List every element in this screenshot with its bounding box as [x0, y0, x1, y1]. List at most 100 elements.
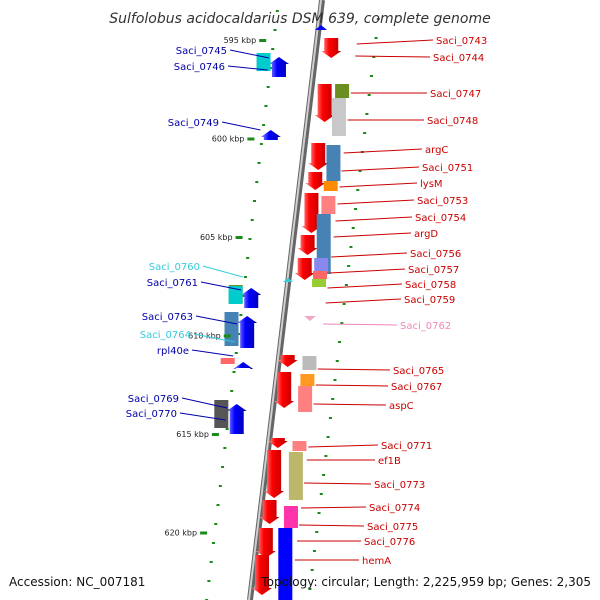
gc-dot — [257, 162, 261, 164]
scale-tick-mark — [259, 39, 267, 42]
gc-dot — [338, 341, 342, 343]
scale-tick-mark — [223, 334, 231, 338]
gene-label-saci_0763: Saci_0763 — [142, 312, 193, 323]
forward-cds-arrow — [301, 193, 322, 233]
scale-tick-label: 620 kbp — [164, 529, 197, 538]
gene-label-saci_0757: Saci_0757 — [408, 265, 459, 276]
gc-dot — [319, 493, 323, 495]
label-leader-line — [343, 148, 423, 154]
reverse-product-bar — [228, 286, 243, 304]
product-bar — [312, 279, 327, 287]
gc-dot — [221, 466, 225, 468]
product-bar — [298, 386, 313, 412]
forward-cds-arrow — [274, 372, 295, 408]
gene-label-saci_0753: Saci_0753 — [417, 196, 468, 207]
product-bar — [321, 196, 336, 214]
label-leader-line — [327, 283, 403, 289]
gene-label-saci_0760: Saci_0760 — [149, 262, 200, 273]
forward-cds-arrow — [277, 355, 298, 367]
gc-dot — [342, 303, 346, 305]
label-leader-line — [308, 444, 379, 448]
reverse-cds-arrow — [226, 404, 247, 434]
scale-tick-mark — [211, 433, 219, 436]
reverse-cds-arrow — [241, 288, 262, 308]
forward-cds-arrow — [259, 500, 280, 524]
gc-dot — [259, 143, 263, 145]
gc-dot — [243, 276, 247, 278]
product-bar — [335, 84, 350, 98]
gc-dot — [310, 569, 314, 571]
label-leader-line — [356, 39, 434, 45]
label-leader-line — [193, 333, 236, 343]
label-leader-line — [323, 323, 398, 326]
label-leader-line — [227, 65, 268, 71]
gc-dot — [239, 314, 243, 316]
gc-dot — [315, 531, 319, 533]
gc-dot — [223, 447, 227, 449]
product-bar — [326, 145, 341, 181]
gc-dot — [241, 295, 245, 297]
label-leader-line — [317, 368, 391, 371]
gene-label-saci_0771: Saci_0771 — [381, 441, 432, 452]
product-bar — [283, 506, 298, 528]
forward-cds-arrow — [294, 258, 315, 280]
gc-dot — [344, 284, 348, 286]
product-bar — [313, 271, 327, 279]
label-leader-line — [329, 268, 406, 274]
gc-dot — [218, 485, 222, 487]
forward-cds-arrow — [267, 438, 288, 448]
forward-cds-arrow — [252, 555, 272, 595]
reverse-cds-arrow — [315, 25, 327, 30]
label-leader-line — [335, 216, 413, 222]
gc-dot — [253, 200, 256, 202]
feature-track — [214, 25, 350, 600]
gc-dot — [349, 246, 353, 248]
gc-dot — [369, 75, 373, 77]
gc-dot — [363, 132, 367, 134]
gc-dot — [250, 219, 254, 221]
gc-dot — [207, 580, 211, 582]
gene-label-rpl40e: rpl40e — [157, 346, 189, 357]
label-leader-line — [179, 412, 226, 421]
product-bar — [314, 258, 329, 272]
forward-cds-arrow — [255, 528, 276, 558]
gc-dot — [225, 428, 229, 430]
gc-dot — [271, 48, 275, 50]
gene-label-argc: argC — [425, 145, 448, 156]
label-leader-line — [341, 166, 420, 172]
forward-cds-arrow — [264, 450, 285, 498]
gene-label-saci_0767: Saci_0767 — [391, 382, 442, 393]
gene-label-aspc: aspC — [389, 401, 414, 412]
product-bar — [300, 374, 315, 386]
gc-dot — [234, 352, 238, 354]
label-leader-line — [315, 384, 389, 387]
label-leader-line — [181, 397, 228, 409]
label-leader-line — [298, 524, 365, 527]
product-bar — [323, 181, 338, 191]
scale-tick-mark — [247, 137, 255, 141]
gc-dot — [324, 455, 328, 457]
gene-label-lysm: lysM — [420, 179, 443, 190]
reverse-product-bar — [214, 400, 229, 428]
gc-dot — [331, 398, 335, 400]
gc-dot — [328, 417, 332, 419]
gene-label-saci_0769: Saci_0769 — [128, 394, 179, 405]
gene-label-saci_0754: Saci_0754 — [415, 213, 466, 224]
gc-dot — [230, 390, 234, 392]
product-bar — [331, 98, 346, 136]
product-bar — [302, 356, 317, 370]
gc-dot — [376, 18, 380, 20]
gc-dot — [354, 208, 357, 210]
reverse-cds-arrow — [237, 316, 258, 348]
gc-dot — [358, 170, 362, 172]
gene-label-saci_0776: Saci_0776 — [364, 537, 415, 548]
gc-dot — [237, 333, 241, 335]
label-leader-line — [200, 281, 242, 291]
label-leader-line — [304, 482, 372, 485]
reverse-product-bar — [220, 358, 235, 364]
gc-dot — [326, 436, 330, 438]
label-leader-line — [339, 182, 418, 188]
reverse-cds-arrow — [260, 130, 281, 140]
